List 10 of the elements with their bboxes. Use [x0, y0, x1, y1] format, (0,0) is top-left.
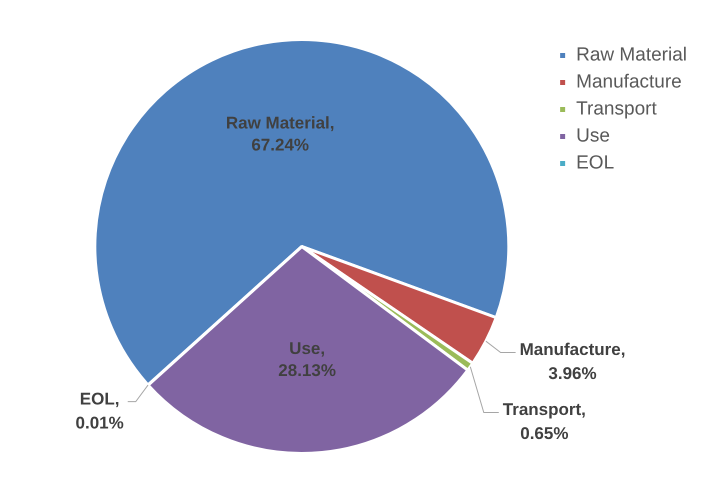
data-label: Use, 28.13% [278, 338, 336, 380]
legend-label: Manufacture [576, 72, 682, 93]
data-label: Transport, 0.65% [502, 400, 586, 444]
legend-label: EOL [576, 152, 614, 174]
data-label: Manufacture, 3.96% [520, 340, 626, 384]
data-label: Raw Material, 67.24% [226, 113, 335, 154]
legend-label: Transport [576, 98, 658, 120]
legend-label: Use [576, 126, 610, 147]
legend-label: Raw Material [576, 44, 688, 66]
data-label: EOL, 0.01% [76, 389, 124, 432]
